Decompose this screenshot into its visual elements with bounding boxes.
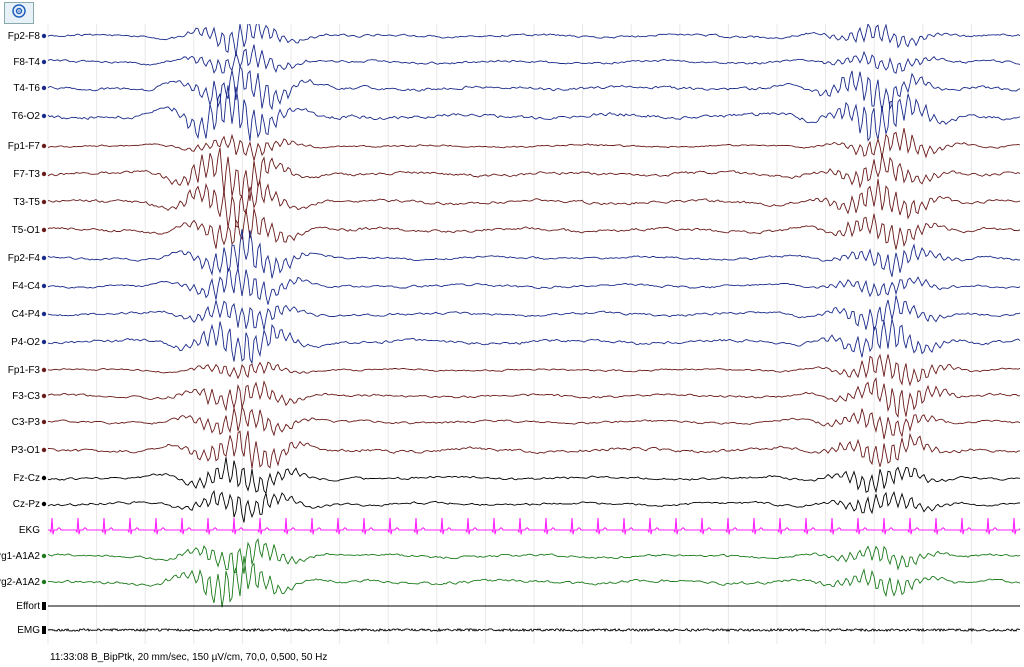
channel-label: T3-T5	[13, 197, 40, 208]
channel-label: C4-P4	[12, 309, 41, 320]
status-bar: 11:33:08 B_BipPtk, 20 mm/sec, 150 µV/cm,…	[50, 652, 327, 663]
channel-dot	[42, 394, 46, 398]
channel-label: P4-O2	[11, 337, 40, 348]
channel-dot	[42, 34, 46, 38]
channel-dot	[42, 580, 46, 584]
channel-dot	[42, 502, 46, 506]
channel-label: Fp2-F8	[8, 31, 41, 42]
channel-dot	[42, 476, 46, 480]
channel-label: EKG	[19, 525, 40, 536]
channel-dot	[42, 114, 46, 118]
eeg-plot[interactable]: Fp2-F8 F8-T4 T4-T6 T6-O2 Fp1-F7 F7-T3 T3-T5 T5-…	[0, 24, 1024, 644]
channel-label: C3-P3	[12, 417, 41, 428]
channel-label: F8-T4	[13, 57, 40, 68]
channel-label: Fz-Cz	[13, 473, 40, 484]
channel-dot	[42, 312, 46, 316]
channel-dot	[42, 256, 46, 260]
channel-label: T5-O1	[12, 225, 41, 236]
channel-dot	[42, 284, 46, 288]
channel-label: Pg2-A1A2	[0, 577, 40, 588]
channel-label: P3-O1	[11, 445, 40, 456]
channel-label: Pg1-A1A2	[0, 551, 40, 562]
channel-dot	[42, 144, 46, 148]
channel-dot	[42, 228, 46, 232]
channel-dot	[42, 60, 46, 64]
channel-label: Fp2-F4	[8, 253, 41, 264]
channel-label: T4-T6	[13, 83, 40, 94]
channel-dot	[42, 448, 46, 452]
channel-dot	[42, 172, 46, 176]
channel-dot	[42, 340, 46, 344]
target-icon	[11, 3, 27, 24]
channel-label: Fp1-F7	[8, 141, 41, 152]
channel-label: F7-T3	[13, 169, 40, 180]
channel-label: Fp1-F3	[8, 365, 41, 376]
channel-label: EMG	[17, 625, 40, 636]
channel-dot	[42, 420, 46, 424]
channel-label: F4-C4	[12, 281, 40, 292]
channel-label: F3-C3	[12, 391, 40, 402]
channel-label: T6-O2	[12, 111, 41, 122]
channel-dot	[42, 200, 46, 204]
channel-marker	[42, 626, 46, 634]
channel-dot	[42, 554, 46, 558]
channel-label: Effort	[16, 601, 40, 612]
channel-label: Cz-Pz	[13, 499, 40, 510]
channel-dot	[42, 368, 46, 372]
target-tool-button[interactable]	[4, 2, 34, 24]
channel-dot	[42, 86, 46, 90]
channel-marker	[42, 602, 46, 610]
